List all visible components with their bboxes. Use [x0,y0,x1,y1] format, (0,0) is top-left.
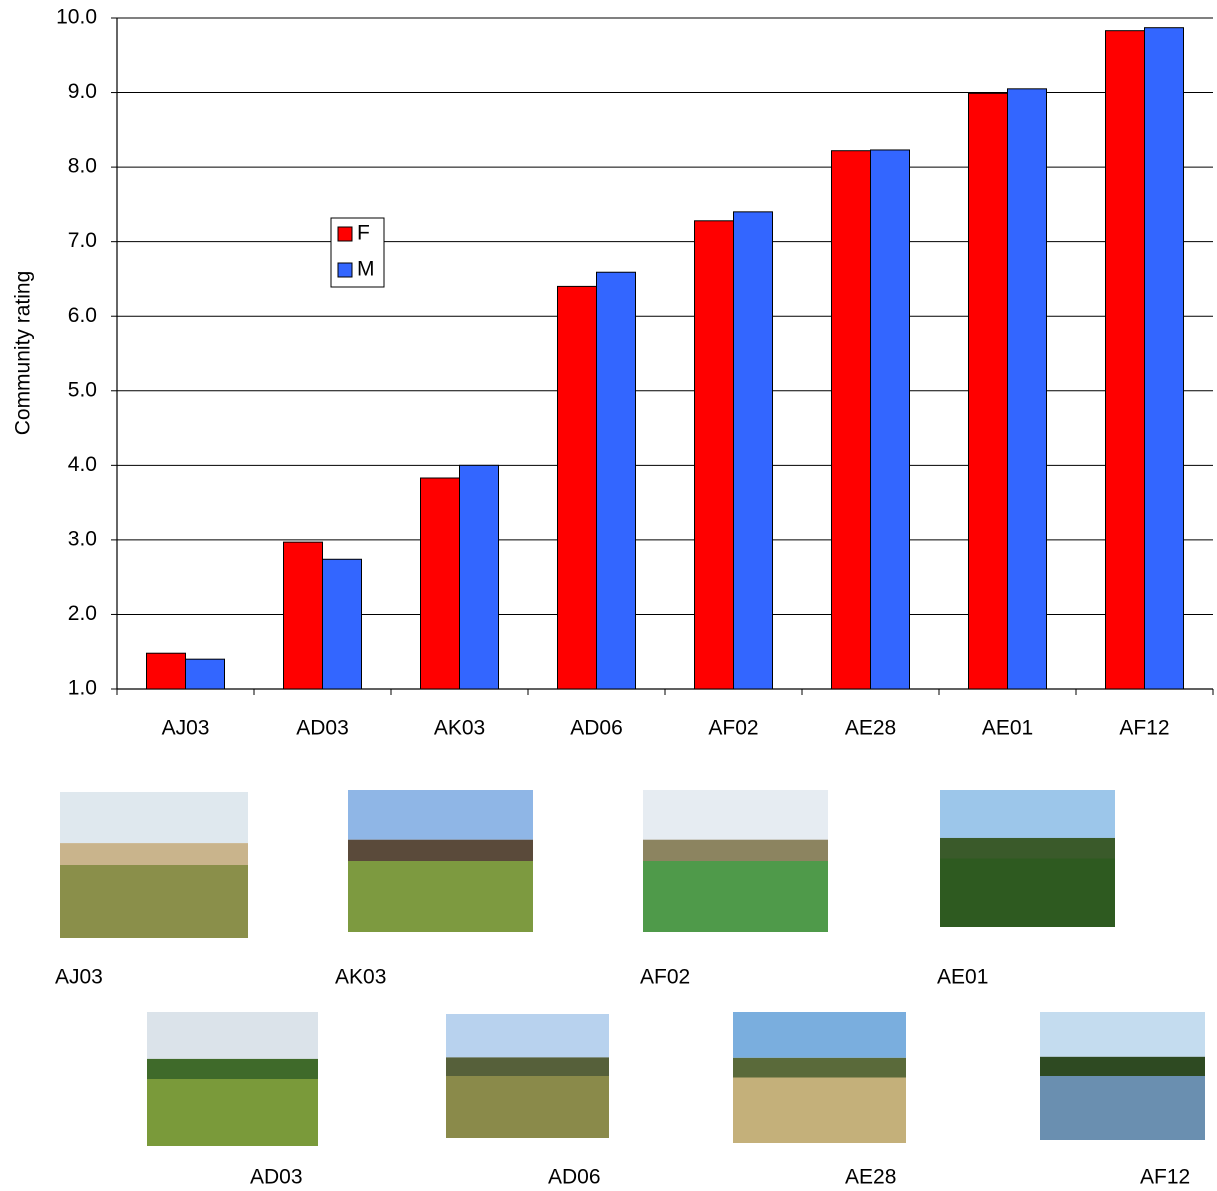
photo-caption: AK03 [335,966,386,989]
photo-sky [1040,1012,1205,1057]
photo-ground [60,865,248,938]
legend-swatch [337,262,353,278]
x-tick-label: AD03 [296,717,349,740]
bar [185,658,225,690]
y-tick-label: 5.0 [68,378,97,401]
photo [733,1012,906,1143]
y-tick-label: 9.0 [68,80,97,103]
photo-horizon [940,837,1115,859]
y-tick-label: 3.0 [68,527,97,550]
photo-ground [643,861,828,932]
photo-horizon [348,839,533,861]
photo-ground [940,858,1115,927]
y-axis-label: Community rating [12,271,35,436]
photo-sky [60,792,248,844]
bar [831,150,871,690]
y-tick-label: 1.0 [68,677,97,700]
photo-sky [940,790,1115,838]
legend-label: M [357,258,375,281]
photo-caption: AF12 [1140,1166,1190,1189]
y-tick-label: 2.0 [68,602,97,625]
bar [459,464,499,690]
legend-swatch [337,226,353,242]
photo-caption: AD06 [548,1166,601,1189]
photo [1040,1012,1205,1140]
bar [146,652,186,690]
photo-caption: AE28 [845,1166,896,1189]
photo [446,1014,609,1138]
photo-ground [348,861,533,932]
photo-horizon [446,1057,609,1076]
bar [733,211,773,690]
photo-sky [147,1012,318,1059]
bar [1144,27,1184,690]
x-tick-label: AJ03 [162,717,210,740]
bar [694,220,734,690]
bar [596,271,636,690]
bar [1105,30,1145,690]
photo [348,790,533,932]
legend-label: F [357,222,370,245]
photo-horizon [60,843,248,865]
legend: FM [330,217,385,288]
bar [283,541,323,690]
x-tick-label: AF12 [1119,717,1169,740]
photo [147,1012,318,1146]
photo-horizon [733,1057,906,1078]
bar [1007,88,1047,690]
photo-sky [643,790,828,840]
photo-ground [733,1077,906,1143]
y-tick-label: 10.0 [56,6,97,29]
bar [557,285,597,690]
x-tick-label: AK03 [434,717,485,740]
photo-caption: AE01 [937,966,988,989]
bar [968,92,1008,690]
y-tick-label: 8.0 [68,155,97,178]
photo [60,792,248,938]
y-tick-label: 4.0 [68,453,97,476]
photo-horizon [147,1058,318,1079]
photo-ground [1040,1076,1205,1140]
x-tick-label: AF02 [708,717,758,740]
photo-caption: AD03 [250,1166,303,1189]
y-tick-label: 7.0 [68,229,97,252]
photo-sky [733,1012,906,1058]
x-tick-label: AE01 [982,717,1033,740]
x-tick-label: AD06 [570,717,623,740]
photo-ground [147,1079,318,1146]
photo-sky [446,1014,609,1058]
photo [643,790,828,932]
photo-horizon [1040,1056,1205,1076]
photo-sky [348,790,533,840]
photo-caption: AF02 [640,966,690,989]
photo [940,790,1115,927]
bar [420,477,460,690]
bar [322,558,362,690]
photo-caption: AJ03 [55,966,103,989]
y-tick-label: 6.0 [68,304,97,327]
x-tick-label: AE28 [845,717,896,740]
bar [870,149,910,690]
photo-ground [446,1076,609,1138]
photo-horizon [643,839,828,861]
